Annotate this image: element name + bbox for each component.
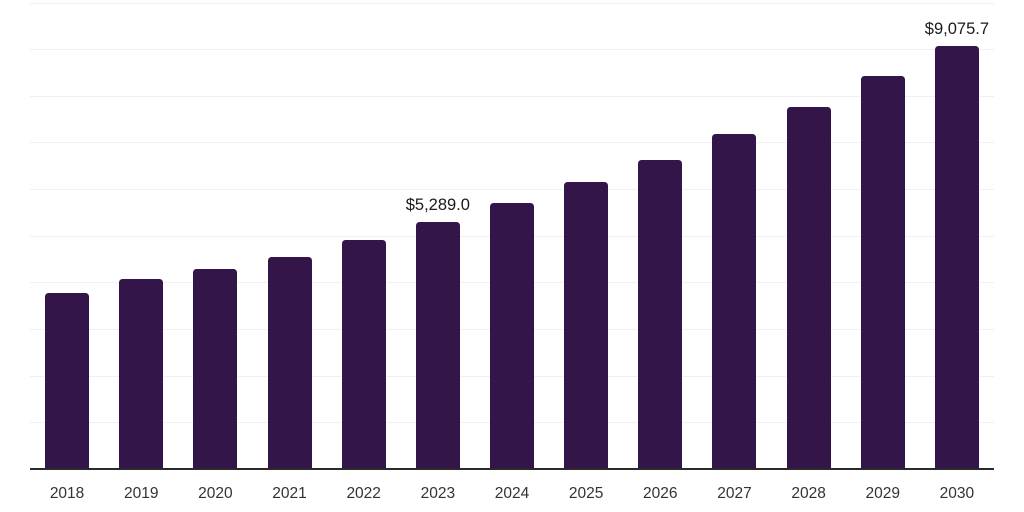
gridline [30,95,994,97]
bar [45,292,90,469]
bar [193,268,238,469]
bar-value-label: $9,075.7 [924,19,990,38]
x-axis-line [30,468,994,470]
x-axis-tick-label: 2027 [717,485,752,502]
x-axis-tick-label: 2021 [272,485,307,502]
bar [638,160,683,469]
x-axis-tick-label: 2019 [123,485,159,502]
bar [490,202,534,469]
x-axis-tick-label: 2025 [568,485,604,502]
gridline [30,2,994,4]
x-axis-tick-label: 2020 [198,485,233,502]
gridline [30,142,994,144]
bar [415,222,460,469]
bar-value-label: $5,289.0 [405,196,470,215]
bar [860,75,905,469]
x-axis-tick-label: 2023 [420,485,456,502]
x-axis-tick-label: 2022 [346,485,381,502]
bar [934,45,979,469]
bar [267,256,312,469]
x-axis-tick-label: 2018 [49,485,85,502]
x-axis-tick-label: 2029 [865,485,900,502]
x-axis-tick-label: 2026 [643,485,678,502]
bar [712,134,757,469]
bar [119,278,164,469]
bar [564,182,609,469]
x-axis-tick-label: 2024 [494,485,530,502]
bar [786,107,831,469]
x-axis-tick-label: 2030 [939,485,975,502]
x-axis-tick-label: 2028 [791,485,826,502]
gridline [30,189,994,191]
gridline [30,49,994,51]
bar [341,239,386,469]
